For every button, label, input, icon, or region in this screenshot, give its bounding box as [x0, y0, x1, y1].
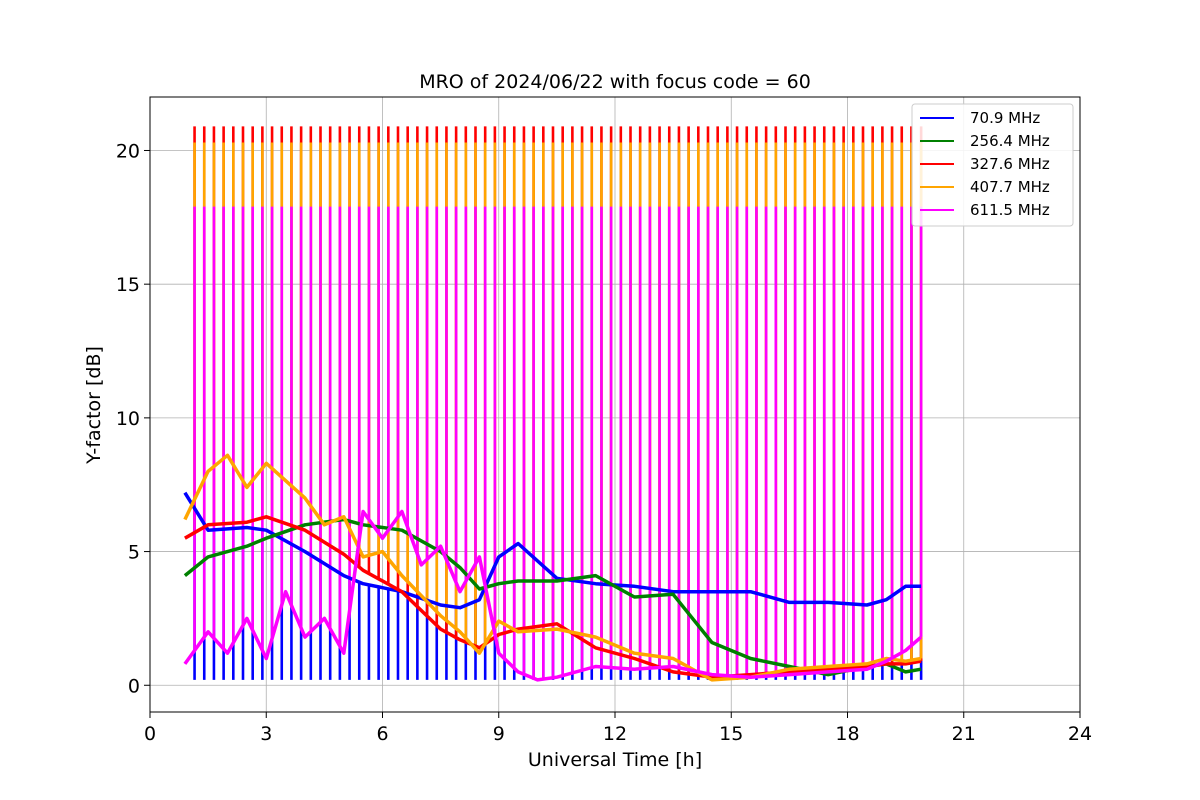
x-tick-label: 24 [1068, 723, 1092, 745]
x-tick-label: 3 [260, 723, 272, 745]
x-tick-label: 6 [376, 723, 388, 745]
legend-label: 611.5 MHz [970, 201, 1050, 219]
x-tick-label: 0 [144, 723, 156, 745]
calibration-spikes [193, 126, 923, 680]
series-lines [183, 453, 923, 682]
x-axis-label: Universal Time [h] [528, 749, 702, 771]
x-tick-label: 12 [603, 723, 627, 745]
x-tick-label: 21 [952, 723, 976, 745]
y-axis: 0 5 10 15 20 [116, 140, 150, 697]
y-tick-label: 20 [116, 140, 140, 162]
legend-box [911, 103, 1074, 227]
series-line [183, 517, 922, 677]
y-tick-label: 5 [128, 542, 140, 564]
series-line [183, 491, 922, 610]
x-tick-label: 15 [719, 723, 743, 745]
x-tick-label: 18 [835, 723, 859, 745]
legend-label: 256.4 MHz [970, 132, 1050, 150]
y-tick-label: 10 [116, 408, 140, 430]
series-line [184, 515, 922, 679]
series-line [183, 453, 922, 682]
x-tick-label: 9 [493, 723, 505, 745]
y-tick-label: 15 [116, 274, 140, 296]
legend-label: 327.6 MHz [970, 155, 1050, 173]
x-axis: 0 3 6 9 12 15 18 21 24 [144, 712, 1092, 745]
series-line [183, 509, 923, 682]
legend-label: 407.7 MHz [970, 178, 1050, 196]
legend: 70.9 MHz 256.4 MHz 327.6 MHz 407.7 MHz 611.5… [911, 103, 1074, 227]
legend-label: 70.9 MHz [970, 109, 1040, 127]
y-tick-label: 0 [128, 675, 140, 697]
chart-title: MRO of 2024/06/22 with focus code = 60 [419, 71, 811, 93]
y-axis-label: Y-factor [dB] [83, 346, 105, 465]
